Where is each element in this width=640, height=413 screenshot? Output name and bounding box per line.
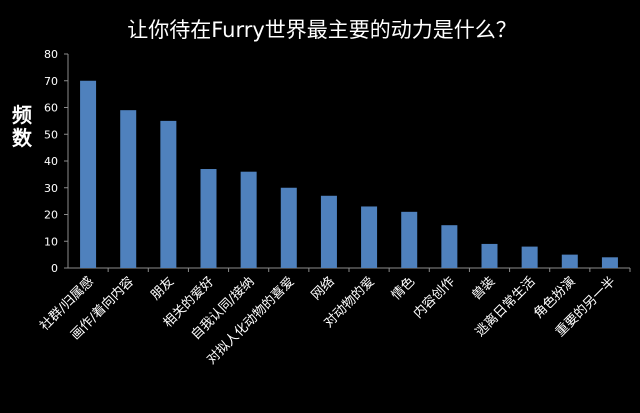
bar bbox=[320, 195, 337, 268]
y-tick-label: 30 bbox=[44, 182, 58, 195]
bar bbox=[521, 246, 538, 268]
x-category-label: 情色 bbox=[388, 274, 418, 304]
x-category-label: 朋友 bbox=[147, 274, 177, 304]
chart-title: 让你待在Furry世界最主要的动力是什么？ bbox=[127, 18, 517, 42]
bar bbox=[280, 187, 297, 268]
y-tick-label: 60 bbox=[44, 102, 58, 115]
y-tick-label: 20 bbox=[44, 209, 58, 222]
y-tick-label: 40 bbox=[44, 155, 58, 168]
y-tick-label: 50 bbox=[44, 128, 58, 141]
bar bbox=[160, 120, 177, 268]
bar bbox=[401, 211, 418, 268]
bar bbox=[200, 169, 217, 268]
bar bbox=[240, 171, 257, 268]
x-category-label: 网络 bbox=[308, 274, 338, 304]
y-tick-label: 10 bbox=[44, 235, 58, 248]
y-axis-label: 频数 bbox=[12, 103, 33, 150]
bar bbox=[120, 110, 137, 268]
bar bbox=[561, 254, 578, 268]
bar bbox=[601, 257, 618, 268]
x-category-label: 内容创作 bbox=[410, 274, 458, 322]
bar bbox=[361, 206, 378, 268]
bar bbox=[481, 243, 498, 268]
y-tick-label: 80 bbox=[44, 48, 58, 61]
x-category-label: 兽装 bbox=[469, 274, 498, 303]
y-tick-label: 0 bbox=[51, 262, 58, 275]
bar bbox=[441, 225, 458, 268]
bar bbox=[80, 80, 97, 268]
y-tick-label: 70 bbox=[44, 75, 58, 88]
